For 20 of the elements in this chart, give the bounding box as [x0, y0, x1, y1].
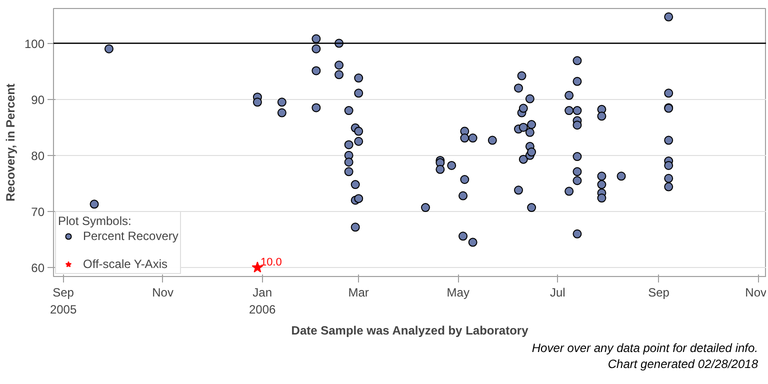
x-tick-label: Sep	[648, 286, 670, 300]
legend-label: Percent Recovery	[83, 229, 178, 243]
x-tick-label: Nov	[152, 286, 174, 300]
x-tick-label: Sep 2005	[50, 286, 77, 316]
legend-label: Off-scale Y-Axis	[83, 257, 168, 271]
legend-title: Plot Symbols:	[58, 214, 132, 228]
y-tick-label: 60	[31, 261, 45, 276]
x-tick-label: May	[446, 286, 470, 300]
y-tick-label: 90	[31, 92, 45, 107]
x-tick-label: Jul	[550, 286, 566, 300]
x-tick-label: Jan 2006	[248, 286, 276, 316]
y-tick-label: 70	[31, 204, 45, 219]
x-tick-label: Mar	[348, 286, 369, 300]
y-tick-label: 80	[31, 148, 45, 163]
x-axis-title: Date Sample was Analyzed by Laboratory	[291, 323, 529, 338]
text: Hover over any data point for detailed info.	[532, 341, 758, 355]
annotation: 10.0	[260, 256, 282, 269]
text: Chart generated 02/28/2018	[608, 357, 758, 371]
y-tick-label: 100	[24, 36, 45, 51]
y-axis-title: Recovery, in Percent	[3, 84, 18, 202]
